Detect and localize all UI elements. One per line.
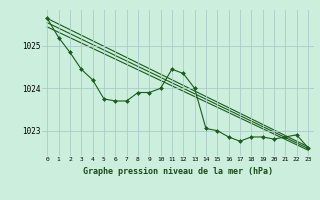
X-axis label: Graphe pression niveau de la mer (hPa): Graphe pression niveau de la mer (hPa) — [83, 167, 273, 176]
